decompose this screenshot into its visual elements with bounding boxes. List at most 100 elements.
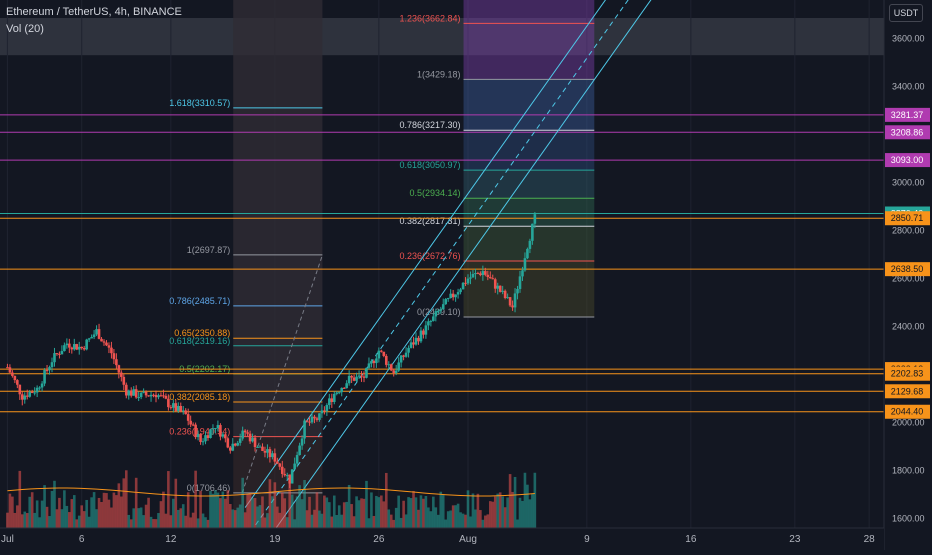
volume-bar xyxy=(263,517,267,528)
volume-bar xyxy=(25,513,29,528)
fib-left-label: 0(1706.46) xyxy=(187,483,231,493)
volume-bar xyxy=(493,496,497,528)
volume-bar xyxy=(288,473,292,528)
volume-bar xyxy=(427,507,430,528)
volume-bar xyxy=(375,495,378,528)
fib-right-label: 0.5(2934.14) xyxy=(409,188,460,198)
volume-bar xyxy=(456,503,460,528)
x-tick-label: 12 xyxy=(165,534,177,545)
candle-body xyxy=(464,282,467,284)
volume-bar xyxy=(328,502,331,528)
volume-bar xyxy=(488,501,492,528)
candle-body xyxy=(152,394,155,396)
fib-right-label: 0.236(2672.76) xyxy=(399,251,460,261)
candle-body xyxy=(100,338,103,342)
candle-body xyxy=(154,394,158,398)
candle-body xyxy=(516,288,519,294)
candle-body xyxy=(328,398,331,406)
fib-right-zone xyxy=(463,198,595,227)
candle-body xyxy=(206,435,210,438)
candle-body xyxy=(429,320,433,322)
candle-body xyxy=(387,364,391,366)
volume-bar xyxy=(43,485,46,528)
candle-body xyxy=(434,311,438,317)
volume-bar xyxy=(345,501,348,528)
volume-indicator-label[interactable]: Vol (20) xyxy=(6,23,44,35)
candle-body xyxy=(362,376,366,378)
volume-bar xyxy=(216,492,220,528)
price-tag-label: 3093.00 xyxy=(891,155,924,165)
candle-body xyxy=(162,395,165,397)
currency-button[interactable]: USDT xyxy=(889,4,923,22)
volume-bar xyxy=(152,519,155,528)
candle-body xyxy=(228,447,232,451)
candle-body xyxy=(201,441,205,443)
resistance-zone xyxy=(0,18,884,56)
volume-bar xyxy=(58,497,61,528)
volume-bar xyxy=(446,511,450,528)
candle-body xyxy=(30,391,34,393)
candle-body xyxy=(129,390,133,396)
x-tick-label: 6 xyxy=(79,534,85,545)
candle-body xyxy=(501,290,504,292)
volume-bar xyxy=(335,515,339,528)
candle-body xyxy=(157,395,160,398)
volume-bar xyxy=(340,514,344,528)
candle-body xyxy=(305,420,309,422)
price-tag-bg xyxy=(885,366,930,381)
candle-body xyxy=(231,443,235,451)
volume-bar xyxy=(142,515,145,528)
volume-bar xyxy=(159,501,163,528)
candle-body xyxy=(337,392,341,394)
volume-bar xyxy=(137,508,140,528)
volume-bar xyxy=(503,507,507,528)
fib-right-label: 1(3429.18) xyxy=(417,69,461,79)
volume-bar xyxy=(313,509,316,528)
candle-body xyxy=(35,387,39,393)
volume-bar xyxy=(243,512,247,528)
volume-bar xyxy=(115,495,118,528)
volume-bar xyxy=(436,514,440,528)
volume-bar xyxy=(531,493,534,528)
candle-body xyxy=(439,309,443,311)
candle-body xyxy=(176,405,180,411)
volume-bar xyxy=(63,490,66,528)
volume-bar xyxy=(481,519,485,528)
fib-left-label: 0.65(2350.88) xyxy=(174,328,230,338)
volume-bar xyxy=(80,505,84,528)
candle-body xyxy=(142,391,145,393)
candle-body xyxy=(451,293,455,298)
volume-bar xyxy=(129,519,133,528)
x-tick-label: Aug xyxy=(459,534,477,545)
candle-body xyxy=(424,325,428,335)
candle-body xyxy=(11,372,14,376)
volume-bar xyxy=(528,499,532,528)
candle-body xyxy=(246,432,249,434)
candle-body xyxy=(335,392,339,394)
volume-bar xyxy=(256,506,259,528)
volume-bar xyxy=(53,480,56,528)
candle-body xyxy=(127,390,131,396)
candle-body xyxy=(58,353,61,355)
candle-body xyxy=(523,258,527,271)
price-tag-label: 2850.71 xyxy=(891,213,924,223)
volume-bar xyxy=(23,511,27,528)
candle-body xyxy=(268,449,272,458)
candle-body xyxy=(488,277,492,279)
price-tag-label: 2044.40 xyxy=(891,407,924,417)
volume-bar xyxy=(310,514,314,528)
candle-body xyxy=(261,446,264,451)
volume-bar xyxy=(18,470,22,528)
volume-bar xyxy=(484,515,487,528)
candle-body xyxy=(186,414,190,421)
volume-bar xyxy=(149,516,153,528)
candle-body xyxy=(394,370,398,373)
candle-body xyxy=(196,434,200,438)
candle-body xyxy=(169,407,173,409)
candle-body xyxy=(53,353,56,363)
volume-bar xyxy=(228,504,232,528)
volume-bar xyxy=(367,518,371,528)
volume-bar xyxy=(513,476,517,528)
